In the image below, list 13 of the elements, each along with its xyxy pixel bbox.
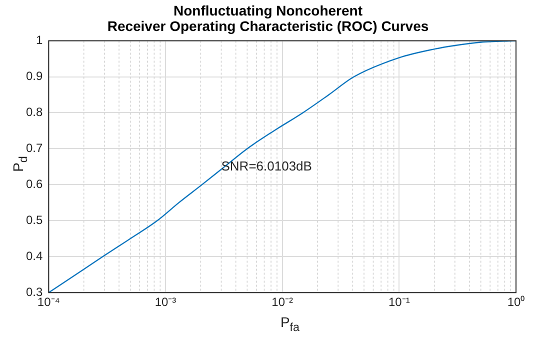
x-tick-label: 10⁻³ (154, 295, 176, 310)
y-tick-label: 0.8 (26, 105, 43, 120)
y-tick-label: 0.7 (26, 141, 43, 156)
y-tick-label: 0.5 (26, 212, 43, 227)
x-tick-label: 10⁻¹ (388, 295, 410, 310)
y-tick-label: 0.6 (26, 177, 43, 191)
x-tick-label: 10⁰ (507, 295, 525, 310)
y-tick-label: 0.9 (26, 69, 43, 84)
x-tick-label: 10⁻² (272, 295, 294, 310)
y-tick-label: 0.4 (26, 248, 43, 263)
y-tick-label: 1 (36, 33, 43, 48)
chart-title: Nonfluctuating Noncoherent Receiver Operating Characteristic (ROC) Curves (107, 2, 429, 34)
x-axis-title: P$_{fa}$ (279, 314, 301, 334)
